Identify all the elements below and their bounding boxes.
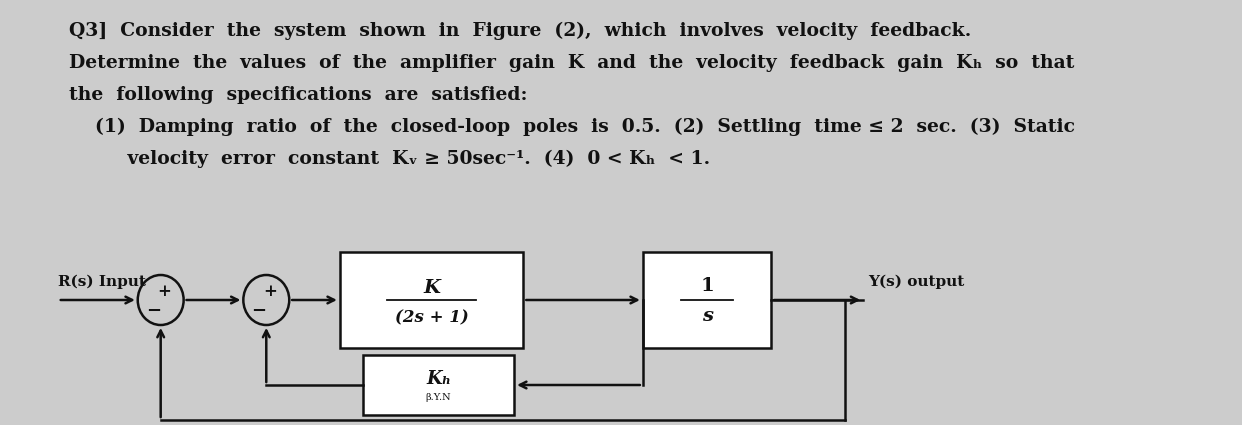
Text: R(s) Input: R(s) Input xyxy=(58,275,145,289)
Text: Determine  the  values  of  the  amplifier  gain  K  and  the  velocity  feedbac: Determine the values of the amplifier ga… xyxy=(68,54,1074,72)
Text: β.Y.N: β.Y.N xyxy=(426,394,451,402)
Text: −: − xyxy=(251,302,267,320)
Text: (1)  Damping  ratio  of  the  closed-loop  poles  is  0.5.  (2)  Settling  time : (1) Damping ratio of the closed-loop pol… xyxy=(68,118,1074,136)
Text: velocity  error  constant  Kᵥ ≥ 50sec⁻¹.  (4)  0 < Kₕ  < 1.: velocity error constant Kᵥ ≥ 50sec⁻¹. (4… xyxy=(68,150,710,168)
Text: Q3]  Consider  the  system  shown  in  Figure  (2),  which  involves  velocity  : Q3] Consider the system shown in Figure … xyxy=(68,22,971,40)
Text: s: s xyxy=(702,307,713,325)
Bar xyxy=(643,252,771,348)
Text: +: + xyxy=(263,283,277,300)
Text: Y(s) output: Y(s) output xyxy=(868,275,964,289)
Text: the  following  specifications  are  satisfied:: the following specifications are satisfi… xyxy=(68,86,528,104)
Text: K: K xyxy=(424,279,440,297)
Bar xyxy=(340,252,523,348)
Text: Kₕ: Kₕ xyxy=(426,370,451,388)
Text: (2s + 1): (2s + 1) xyxy=(395,309,468,326)
Text: 1: 1 xyxy=(700,277,714,295)
Bar xyxy=(363,355,514,415)
Text: −: − xyxy=(145,302,161,320)
Text: +: + xyxy=(158,283,171,300)
